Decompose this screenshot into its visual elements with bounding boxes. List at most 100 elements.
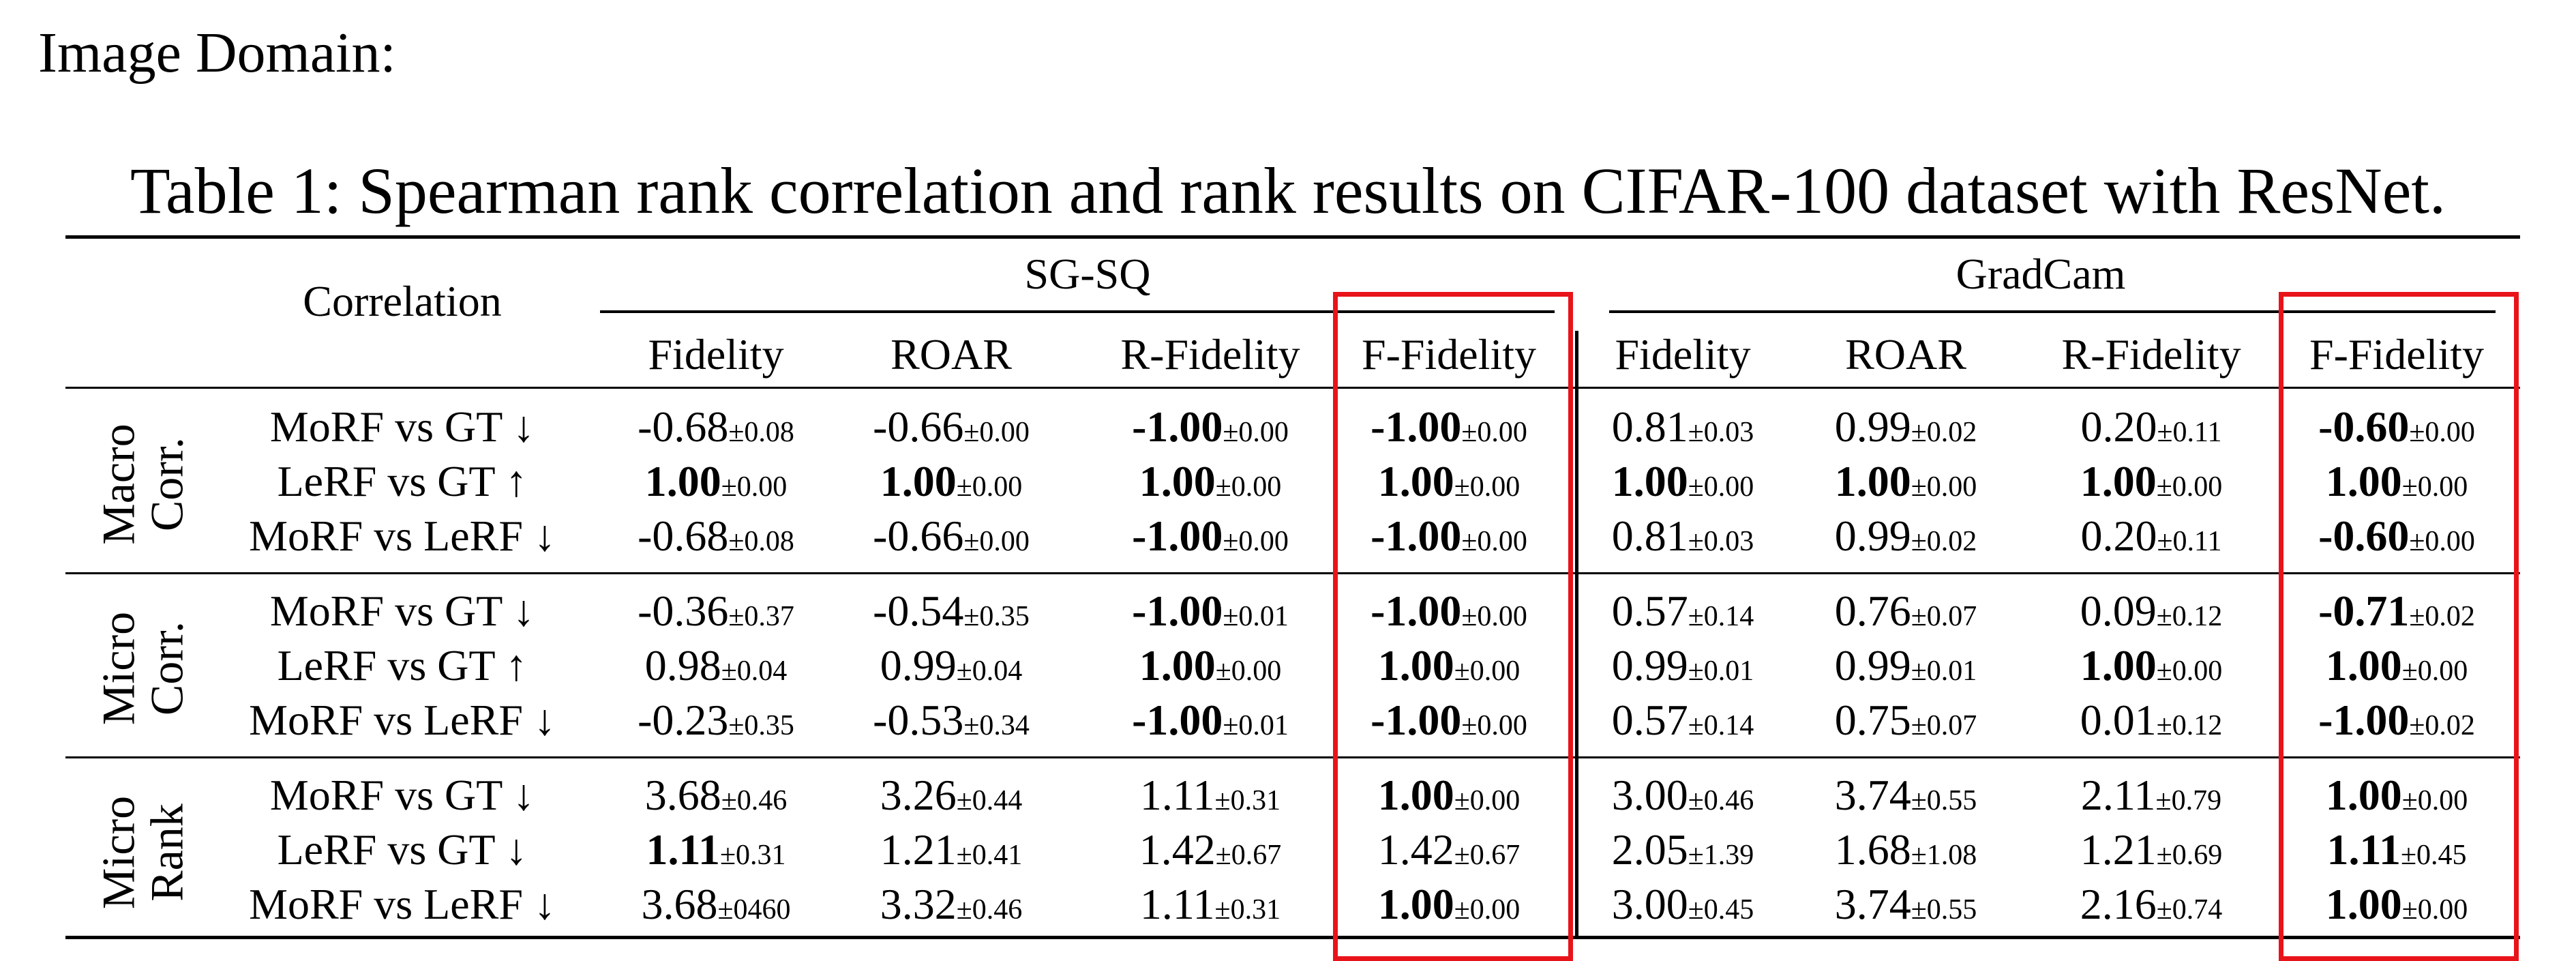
column-header: R-Fidelity <box>2061 330 2241 379</box>
cell-mean: -1.00 <box>1132 402 1223 451</box>
table-cell: 0.01±0.12 <box>2080 698 2223 742</box>
table-cell: 1.00±0.00 <box>2080 460 2223 503</box>
cell-std: ±0.00 <box>1461 526 1527 557</box>
cell-mean: 1.11 <box>2326 825 2401 874</box>
cell-std: ±0.46 <box>721 785 788 816</box>
column-header: R-Fidelity <box>1120 330 1300 379</box>
cell-std: ±0.35 <box>728 710 794 741</box>
cell-std: ±0.12 <box>2156 710 2223 741</box>
cell-mean: -1.00 <box>1132 587 1223 635</box>
column-header: F-Fidelity <box>1361 330 1537 379</box>
cell-std: ±0.69 <box>2156 840 2223 871</box>
table-cell: 3.68±0.46 <box>645 773 788 817</box>
table-cell: 3.26±0.44 <box>880 773 1023 817</box>
table-cell: 1.00±0.00 <box>2326 460 2468 503</box>
table-cell: 0.20±0.11 <box>2081 405 2222 449</box>
cell-mean: 1.00 <box>1139 641 1216 690</box>
table-cell: 0.99±0.01 <box>1612 644 1754 688</box>
cell-mean: -0.68 <box>638 402 729 451</box>
cell-mean: -0.66 <box>873 402 964 451</box>
table-cell: 1.11±0.31 <box>1140 883 1280 926</box>
cell-mean: 1.00 <box>2080 457 2157 505</box>
table-cell: 1.00±0.00 <box>880 460 1023 503</box>
table-cell: 0.57±0.14 <box>1612 589 1754 633</box>
cell-std: ±0.00 <box>1215 471 1282 503</box>
table-cell: 2.16±0.74 <box>2080 883 2223 926</box>
cell-mean: 0.99 <box>1834 402 1911 451</box>
cell-std: ±0.01 <box>1688 655 1754 687</box>
section-label: Micro Rank <box>92 795 193 910</box>
cell-std: ±0.31 <box>1214 894 1281 926</box>
table-cell: -0.60±0.00 <box>2318 405 2475 449</box>
column-header: Fidelity <box>648 330 784 379</box>
highlight-box-gradcam-ffidelity <box>2279 292 2519 961</box>
cell-mean: -0.36 <box>638 587 729 635</box>
cell-std: ±0.34 <box>963 710 1030 741</box>
cell-std: ±0.00 <box>721 471 788 503</box>
group-header-gradcam: GradCam <box>1956 250 2126 298</box>
section-rule-1 <box>65 572 2520 574</box>
table-cell: -1.00±0.01 <box>1132 698 1289 742</box>
table-cell: 1.00±0.00 <box>2080 644 2223 688</box>
table-cell: -0.54±0.35 <box>873 589 1030 633</box>
cell-std: ±0.00 <box>1911 471 1977 503</box>
cell-std: ±0.02 <box>1911 417 1977 448</box>
cell-std: ±0.08 <box>728 417 794 448</box>
cell-std: ±0.00 <box>1223 526 1289 557</box>
cell-std: ±0460 <box>717 894 791 926</box>
cell-mean: -0.60 <box>2318 512 2410 560</box>
header-corner: Correlation <box>303 277 502 325</box>
table-cell: 3.00±0.45 <box>1612 883 1754 926</box>
cell-std: ±0.55 <box>1911 894 1977 926</box>
cell-std: ±0.46 <box>1688 785 1754 816</box>
table-cell: -1.00±0.02 <box>2318 698 2475 742</box>
table-cell: 1.21±0.41 <box>880 828 1023 872</box>
cell-std: ±0.02 <box>1911 526 1977 557</box>
cell-std: ±0.00 <box>1461 710 1527 741</box>
cell-mean: 1.68 <box>1834 825 1911 874</box>
cell-std: ±0.00 <box>1461 601 1527 632</box>
table-cell: -0.36±0.37 <box>638 589 794 633</box>
cell-mean: 0.81 <box>1611 512 1688 560</box>
table-cell: 0.98±0.04 <box>645 644 788 688</box>
cell-mean: 1.00 <box>2325 641 2402 690</box>
table-cell: 3.32±0.46 <box>880 883 1023 926</box>
cell-mean: 1.00 <box>1139 457 1216 505</box>
row-label: MoRF vs LeRF ↓ <box>249 880 556 928</box>
table-cell: 0.99±0.02 <box>1835 405 1977 449</box>
row-label: MoRF vs GT ↓ <box>269 771 535 819</box>
cell-std: ±1.39 <box>1688 840 1754 871</box>
table-cell: -0.66±0.00 <box>873 514 1030 558</box>
section-label-line: Micro <box>92 795 145 910</box>
table-cell: 3.00±0.46 <box>1612 773 1754 817</box>
table-cell: 3.74±0.55 <box>1835 883 1977 926</box>
table-cell: 0.75±0.07 <box>1835 698 1977 742</box>
cell-std: ±0.00 <box>2156 655 2223 687</box>
table-cell: 0.09±0.12 <box>2080 589 2223 633</box>
table-cell: -0.68±0.08 <box>638 514 794 558</box>
cell-mean: 1.00 <box>1377 641 1454 690</box>
cell-std: ±0.00 <box>963 526 1030 557</box>
row-label: MoRF vs LeRF ↓ <box>249 696 556 744</box>
table-cell: 1.11±0.31 <box>1140 773 1280 817</box>
section-rule-2 <box>65 756 2520 758</box>
cell-std: ±0.46 <box>956 894 1023 926</box>
cell-mean: 0.81 <box>1611 402 1688 451</box>
highlight-box-sgsq-ffidelity <box>1333 292 1573 961</box>
table-cell: -0.23±0.35 <box>638 698 794 742</box>
column-header: ROAR <box>1845 330 1966 379</box>
section-label-line: Corr. <box>141 437 193 531</box>
cell-mean: 0.75 <box>1834 696 1911 744</box>
cell-mean: 1.11 <box>646 825 720 874</box>
cell-mean: 3.26 <box>880 771 957 819</box>
table-cell: -1.00±0.00 <box>1371 698 1527 742</box>
cell-mean: 1.11 <box>1139 771 1215 819</box>
cell-std: ±0.79 <box>2155 785 2222 816</box>
table-cell: -0.53±0.34 <box>873 698 1030 742</box>
table-cell: -1.00±0.00 <box>1132 405 1289 449</box>
cell-mean: 1.00 <box>2325 880 2402 928</box>
cell-mean: 2.16 <box>2080 880 2157 928</box>
table-caption: Table 1: Spearman rank correlation and r… <box>130 154 2446 227</box>
cell-std: ±0.35 <box>963 601 1030 632</box>
cell-std: ±0.02 <box>2409 601 2475 632</box>
